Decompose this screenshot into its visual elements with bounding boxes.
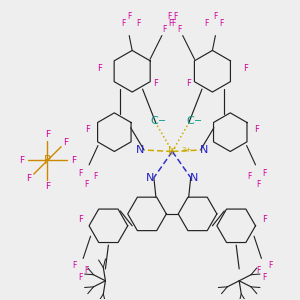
Text: F: F	[268, 261, 273, 270]
Text: F: F	[262, 273, 267, 282]
Text: N: N	[136, 145, 145, 155]
Text: F: F	[85, 125, 90, 134]
Text: F: F	[167, 12, 172, 21]
Text: F: F	[127, 12, 131, 21]
Text: F: F	[169, 19, 173, 28]
Text: F: F	[84, 266, 88, 275]
Text: F: F	[243, 64, 248, 73]
Text: F: F	[63, 138, 68, 147]
Text: F: F	[256, 180, 261, 189]
Text: F: F	[172, 19, 176, 28]
Text: F: F	[19, 156, 24, 165]
Text: F: F	[97, 64, 102, 73]
Text: Ir: Ir	[168, 145, 176, 158]
Text: F: F	[78, 169, 82, 178]
Text: −: −	[194, 116, 202, 126]
Text: F: F	[78, 273, 82, 282]
Text: F: F	[45, 130, 50, 139]
Text: P: P	[44, 154, 51, 167]
Text: F: F	[213, 12, 218, 21]
Text: F: F	[262, 215, 267, 224]
Text: C: C	[186, 116, 194, 126]
Text: F: F	[219, 19, 224, 28]
Text: N: N	[190, 172, 199, 183]
Text: −: −	[158, 116, 166, 126]
Text: F: F	[163, 25, 167, 34]
Text: F: F	[204, 19, 209, 28]
Text: F: F	[27, 174, 32, 183]
Text: F: F	[121, 19, 125, 28]
Text: F: F	[71, 156, 76, 165]
Text: F: F	[186, 79, 191, 88]
Text: F: F	[255, 125, 260, 134]
Text: F: F	[136, 19, 140, 28]
Text: F: F	[154, 79, 158, 88]
Text: F: F	[93, 172, 97, 181]
Text: C: C	[151, 116, 158, 126]
Text: F: F	[78, 215, 82, 224]
Text: F: F	[178, 25, 182, 34]
Text: F: F	[262, 169, 267, 178]
Text: 3+: 3+	[182, 147, 192, 153]
Text: F: F	[173, 12, 178, 21]
Text: F: F	[45, 182, 50, 191]
Text: N: N	[146, 172, 154, 183]
Text: F: F	[84, 180, 88, 189]
Text: F: F	[248, 172, 252, 181]
Text: F: F	[256, 266, 261, 275]
Text: F: F	[72, 261, 76, 270]
Text: N: N	[200, 145, 208, 155]
